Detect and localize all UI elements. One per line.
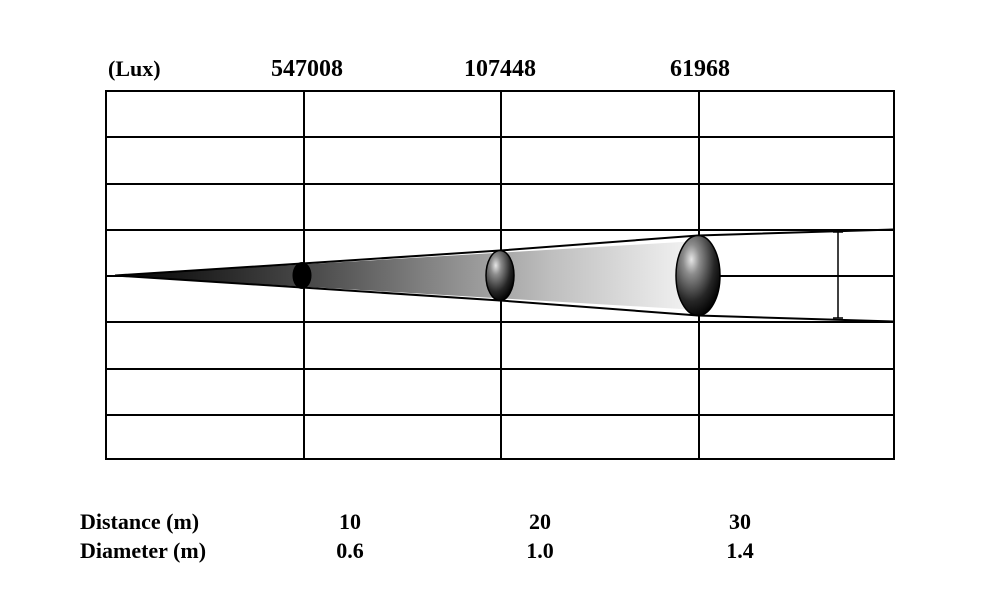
distance-3: 30 — [720, 509, 760, 535]
diagram-canvas: (Lux) 547008 107448 61968 — [0, 0, 1000, 598]
beam-fill — [115, 241, 698, 310]
diameter-1: 0.6 — [325, 538, 375, 564]
diameter-3: 1.4 — [715, 538, 765, 564]
beam-spot-3 — [676, 236, 720, 316]
beam-spot-1 — [293, 263, 311, 289]
distance-label: Distance (m) — [80, 509, 199, 535]
distance-2: 20 — [520, 509, 560, 535]
distance-1: 10 — [330, 509, 370, 535]
beam-spot-2 — [486, 251, 514, 301]
diameter-2: 1.0 — [515, 538, 565, 564]
diameter-label: Diameter (m) — [80, 538, 206, 564]
diameter-bracket — [833, 232, 843, 318]
